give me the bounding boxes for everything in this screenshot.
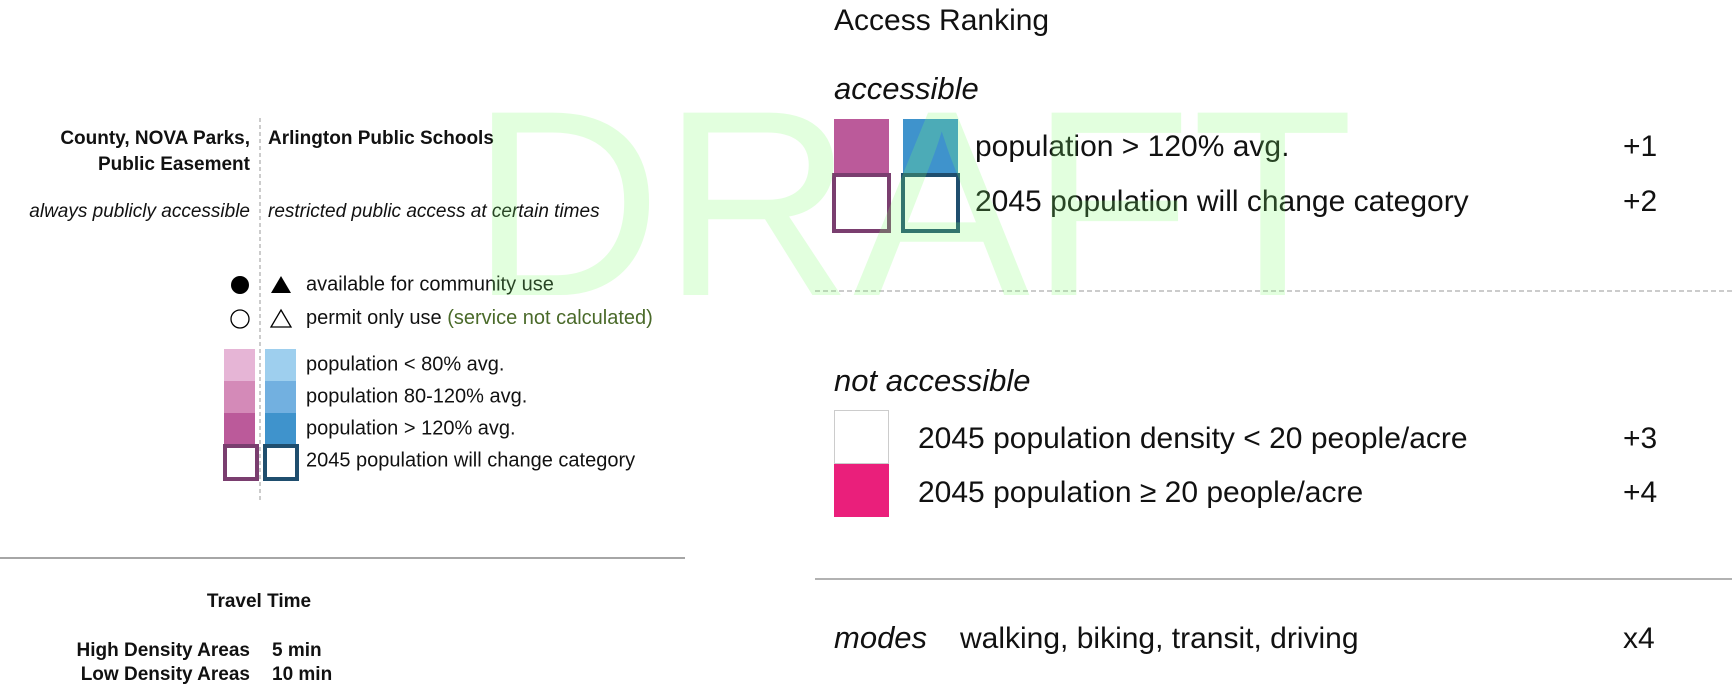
filled-triangle (271, 276, 291, 293)
symbol-label: available for community use (306, 273, 554, 295)
swatch (265, 413, 296, 445)
population-label: population > 120% avg. (306, 417, 516, 439)
rank-score: +3 (1623, 422, 1657, 455)
swatch (224, 349, 255, 381)
section-label: accessible (834, 71, 979, 106)
section-label: not accessible (834, 363, 1030, 398)
outline-swatch (832, 173, 891, 233)
swatch (834, 410, 889, 464)
rank-score: +4 (1623, 476, 1657, 509)
swatch (265, 381, 296, 413)
rank-score: +2 (1623, 185, 1657, 218)
population-label: population 80-120% avg. (306, 385, 527, 407)
symbol-label: permit only use (service not calculated) (306, 307, 653, 329)
travel-title: Travel Time (207, 591, 311, 612)
travel-area: Low Density Areas (81, 664, 250, 685)
modes-label: modes (834, 620, 927, 655)
open-triangle (269, 308, 293, 328)
outline-swatch (263, 444, 299, 481)
open-circle (230, 309, 250, 329)
outline-swatch (901, 173, 960, 233)
swatch (224, 381, 255, 413)
swatch (224, 413, 255, 445)
modes-text: walking, biking, transit, driving (959, 622, 1359, 655)
access-note: restricted public access at certain time… (268, 201, 600, 222)
watermark: DRAFT (470, 56, 1353, 352)
access-note: always publicly accessible (29, 201, 250, 222)
filled-circle (231, 276, 249, 294)
population-label: 2045 population will change category (306, 449, 635, 471)
swatch (903, 119, 958, 175)
swatch (834, 119, 889, 175)
rank-label: 2045 population density < 20 people/acre (918, 422, 1468, 455)
owner-line: Public Easement (98, 154, 251, 175)
rank-label: 2045 population will change category (975, 185, 1469, 218)
swatch (265, 349, 296, 381)
owner-line: Arlington Public Schools (268, 128, 494, 149)
travel-time: 5 min (272, 640, 322, 661)
population-label: population < 80% avg. (306, 353, 505, 375)
rank-score: +1 (1623, 130, 1657, 163)
outline-swatch (223, 444, 259, 481)
rank-label: population > 120% avg. (975, 130, 1289, 163)
rank-label: 2045 population ≥ 20 people/acre (918, 476, 1363, 509)
symbol-label-part: permit only use (306, 307, 442, 329)
modes-factor: x4 (1623, 622, 1655, 655)
travel-time: 10 min (272, 664, 332, 685)
ranking-title: Access Ranking (834, 4, 1049, 37)
symbol-note: (service not calculated) (447, 307, 653, 329)
swatch (834, 464, 889, 517)
owner-line: County, NOVA Parks, (60, 128, 250, 149)
travel-area: High Density Areas (76, 640, 250, 661)
